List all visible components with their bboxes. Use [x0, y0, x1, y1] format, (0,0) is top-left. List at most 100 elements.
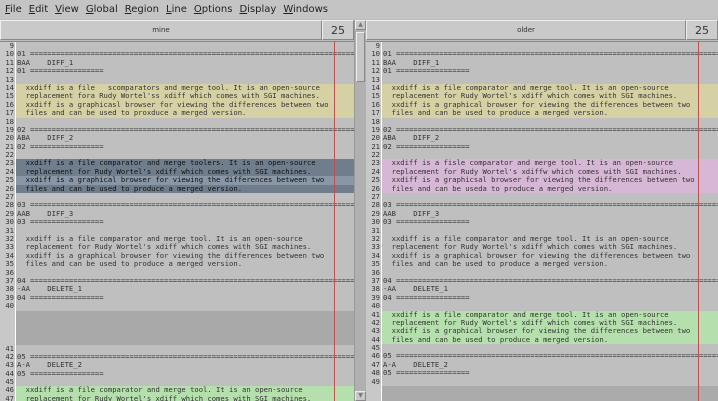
- line-text: 04 =====================================…: [17, 275, 354, 285]
- menu-line[interactable]: Line: [166, 4, 187, 15]
- line-text: 02 =====================================…: [383, 124, 718, 134]
- text-line: 39 04 =================: [366, 293, 718, 303]
- menu-view[interactable]: View: [55, 4, 79, 15]
- menu-file[interactable]: File: [5, 4, 22, 15]
- right-text-view[interactable]: 9 10 01 ==================================…: [366, 41, 718, 401]
- line-number: 14: [0, 83, 16, 93]
- scroll-thumb[interactable]: [356, 32, 365, 82]
- text-line: 42 replacement for Rudy Wortel's xdiff w…: [366, 318, 718, 328]
- text-line: 39 04 =================: [0, 293, 354, 303]
- line-number: 38: [366, 284, 382, 294]
- text-line: 9: [0, 42, 354, 51]
- text-line: 10 01 ===================================…: [0, 49, 354, 59]
- text-line: 48 05 =================: [366, 368, 718, 378]
- line-number: 22: [0, 150, 16, 160]
- line-number: 36: [0, 268, 16, 277]
- text-line: 13: [0, 75, 354, 84]
- line-text: replacement for Rudy Wortel's xdiff whic…: [17, 242, 312, 252]
- right-pane: older 25 9 10 01 =========================…: [366, 20, 718, 401]
- menu-region[interactable]: Region: [124, 4, 159, 15]
- line-number: 36: [366, 268, 382, 277]
- line-number: 37: [0, 276, 16, 286]
- text-line: 43 xxdiff is a graphical browser for vie…: [366, 326, 718, 336]
- text-line: 9: [366, 42, 718, 51]
- line-text: replacement for Rudy Wortel's xdiff whic…: [383, 242, 678, 252]
- line-text: files and can be used to produce a merge…: [17, 259, 243, 269]
- text-line: 41: [0, 344, 354, 353]
- line-number: 44: [0, 369, 16, 379]
- line-number: 12: [0, 66, 16, 76]
- text-line: 17 files and can be used to proxduce a m…: [0, 108, 354, 118]
- text-line: 45: [0, 377, 354, 387]
- line-number: 46: [0, 386, 16, 395]
- line-text: files and can be useda to produce a merg…: [382, 184, 718, 194]
- text-line: 29 AAB DIFF_3: [0, 209, 354, 219]
- menu-edit[interactable]: Edit: [28, 4, 49, 15]
- line-number: 49: [366, 377, 382, 387]
- line-number: 12: [366, 66, 382, 76]
- text-line: 29 AAB DIFF_3: [366, 208, 718, 219]
- text-line: 23 xxdiff is a file comparator and merge…: [0, 159, 354, 168]
- text-line: 44 files and can be used to produce a me…: [366, 335, 718, 345]
- line-text: AAB DIFF_3: [383, 208, 440, 218]
- line-number: 26: [0, 184, 16, 194]
- text-line: 18: [366, 117, 718, 126]
- text-line: 35 files and can be used to produce a me…: [366, 259, 718, 269]
- scroll-down-arrow-icon[interactable]: ▼: [355, 391, 366, 401]
- text-line: 21 02 =================: [0, 142, 354, 152]
- text-line: 47 replacement for Rudy Wortel's xdiff w…: [0, 394, 354, 401]
- text-line: 20 ABA DIFF_2: [366, 133, 718, 143]
- line-number: 14: [366, 83, 382, 93]
- line-text: replacement for Rudy Wortel's xdiff whic…: [16, 394, 354, 401]
- text-line: 18: [0, 117, 354, 126]
- line-number: 41: [366, 310, 382, 319]
- vertical-scrollbar[interactable]: ▲ ▼: [354, 20, 366, 401]
- line-number: 47: [366, 360, 382, 370]
- line-text: A-A DELETE_2: [17, 360, 82, 370]
- line-text: 01 =================: [383, 66, 470, 76]
- text-line: 16 xxdiff is a graphicasl browser for vi…: [0, 100, 354, 110]
- menu-global[interactable]: Global: [85, 4, 118, 15]
- line-text: 03 =====================================…: [17, 200, 354, 210]
- text-line: 47 A-A DELETE_2: [366, 360, 718, 370]
- text-line: 26 files and can be used to produce a me…: [0, 184, 354, 194]
- line-number: 17: [366, 108, 382, 118]
- line-number: 33: [0, 242, 16, 252]
- line-number: 40: [0, 301, 16, 311]
- line-text: xxdiff is a file comparator and merge to…: [16, 386, 354, 395]
- line-number-gutter: [0, 310, 16, 345]
- line-number: 33: [366, 242, 382, 252]
- line-text: xxdiff is a fisle comparator and merge t…: [382, 159, 718, 168]
- menu-display[interactable]: Display: [239, 4, 277, 15]
- left-text-view[interactable]: 9 10 01 ==================================…: [0, 41, 354, 401]
- line-number: 31: [0, 226, 16, 235]
- menu-options[interactable]: Options: [193, 4, 233, 15]
- menu-windows[interactable]: Windows: [283, 4, 328, 15]
- line-number-gutter: [366, 386, 382, 401]
- line-number: 45: [366, 343, 382, 353]
- text-line: 43 A-A DELETE_2: [0, 360, 354, 370]
- text-line: 45: [366, 343, 718, 353]
- text-line: 26 files and can be useda to produce a m…: [366, 184, 718, 194]
- scroll-up-arrow-icon[interactable]: ▲: [355, 20, 366, 30]
- text-line: 27: [0, 192, 354, 202]
- text-line: 19 02 ===================================…: [0, 125, 354, 135]
- text-line: 24 replacement for Rudy Wortel's xdiffw …: [366, 167, 718, 177]
- gap-fill: [382, 386, 718, 401]
- text-line: 17 files and can be used to produce a me…: [366, 108, 718, 118]
- text-line: 34 xxdiff is a graphical browser for vie…: [0, 251, 354, 261]
- line-text: ABA DIFF_2: [17, 133, 74, 143]
- line-number: 40: [366, 301, 382, 311]
- text-line: 23 xxdiff is a fisle comparator and merg…: [366, 159, 718, 168]
- line-number: 22: [366, 150, 382, 160]
- line-number: 42: [366, 318, 382, 328]
- text-line: 31: [0, 226, 354, 235]
- text-line: 34 xxdiff is a graphical browser for vie…: [366, 250, 718, 261]
- line-text: xxdiff is a graphical browser for viewin…: [383, 250, 691, 260]
- line-number: 11: [366, 58, 382, 68]
- line-number: 13: [366, 75, 382, 84]
- line-text: xxdiff is a file scomparators and merge …: [16, 83, 354, 93]
- text-line: 20 ABA DIFF_2: [0, 133, 354, 143]
- line-number: 31: [366, 226, 382, 235]
- line-text: replacement for Rudy Wortel's xdiff whic…: [382, 318, 718, 328]
